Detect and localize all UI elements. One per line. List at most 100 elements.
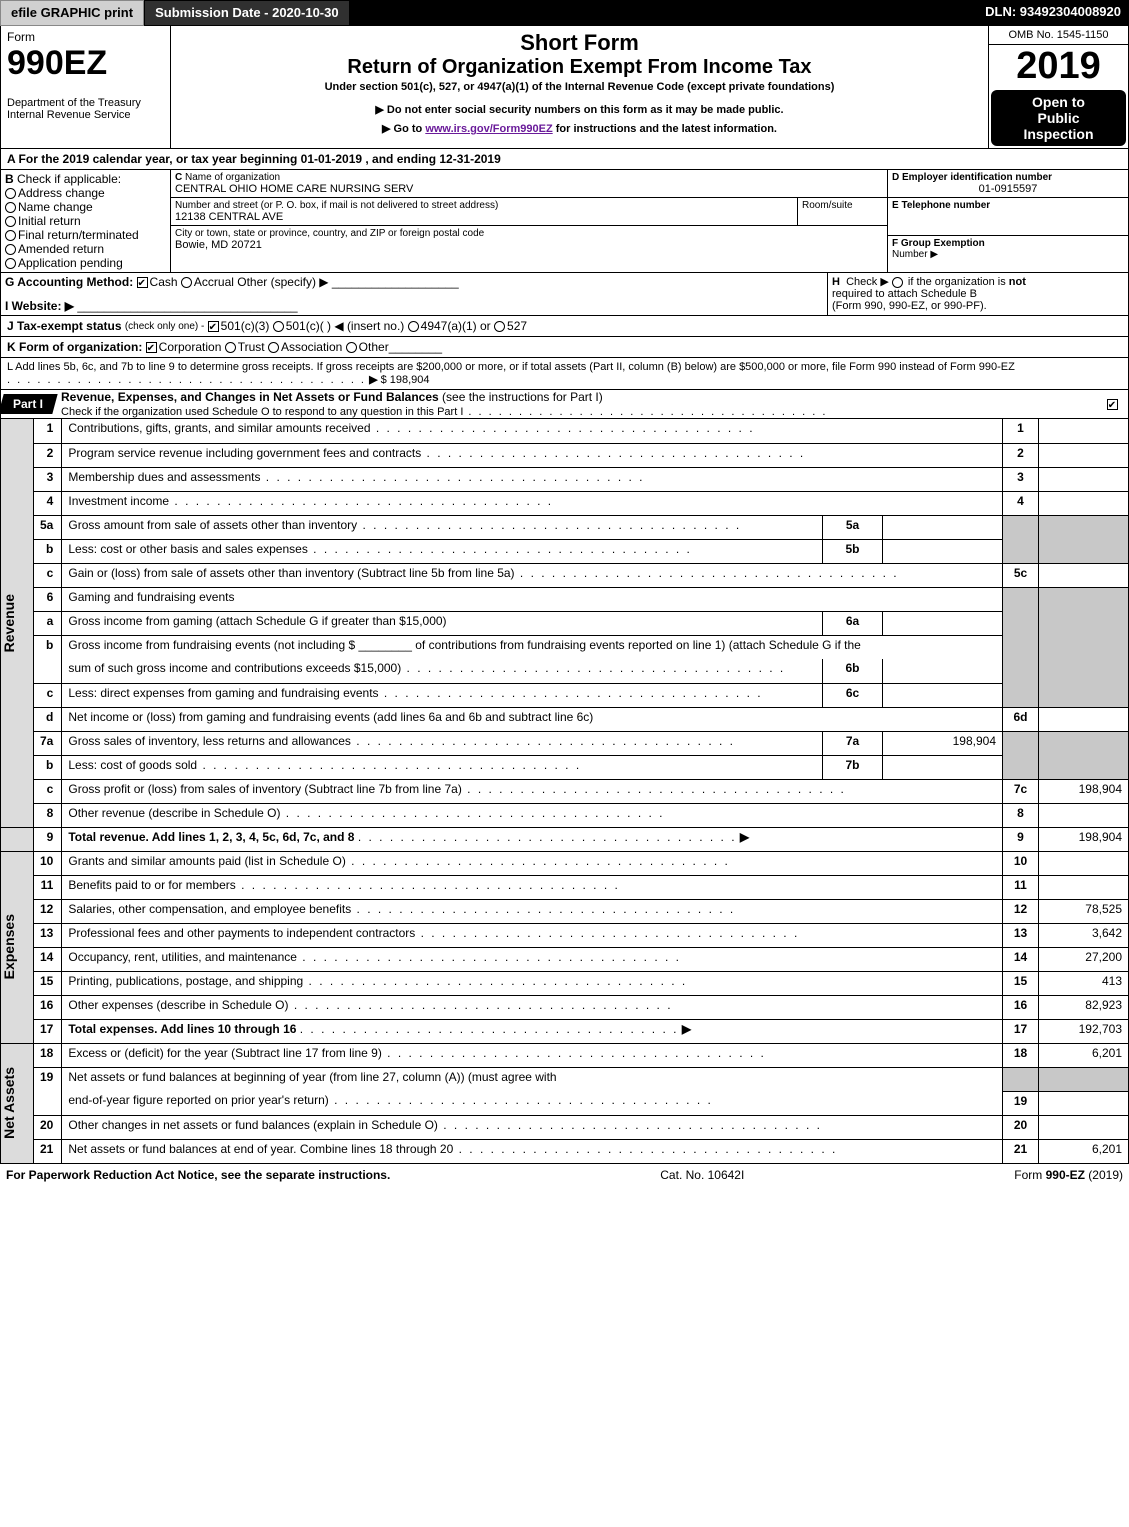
tax-year: 2019 <box>989 45 1128 88</box>
k-trust-radio[interactable] <box>225 342 236 353</box>
desc-21: Net assets or fund balances at end of ye… <box>62 1139 1003 1163</box>
v-11 <box>1039 875 1129 899</box>
r-19: 19 <box>1003 1091 1039 1115</box>
part-i-header: Part I Revenue, Expenses, and Changes in… <box>0 390 1129 419</box>
omb-label: OMB No. 1545-1150 <box>989 26 1128 45</box>
part-i-heading: Revenue, Expenses, and Changes in Net As… <box>61 390 439 404</box>
v-9: 198,904 <box>1039 827 1129 851</box>
ln-7c: c <box>34 779 62 803</box>
k-corp-checkbox[interactable] <box>146 342 157 353</box>
ln-3: 3 <box>34 467 62 491</box>
i-label: I Website: ▶ <box>5 299 74 313</box>
ln-15: 15 <box>34 971 62 995</box>
part-i-badge: Part I <box>0 394 58 414</box>
submission-date-button[interactable]: Submission Date - 2020-10-30 <box>144 0 350 26</box>
open-line1: Open to <box>995 94 1122 110</box>
amended-return-radio[interactable] <box>5 244 16 255</box>
h-radio[interactable] <box>892 277 903 288</box>
form-label: Form <box>7 30 164 44</box>
b-label: B <box>5 172 14 186</box>
desc-20: Other changes in net assets or fund bala… <box>62 1115 1003 1139</box>
desc-6b-2: sum of such gross income and contributio… <box>62 659 823 683</box>
j-527-radio[interactable] <box>494 321 505 332</box>
v-13: 3,642 <box>1039 923 1129 947</box>
h-tail2: required to attach Schedule B <box>832 288 977 300</box>
m-7a: 7a <box>823 731 883 755</box>
j-501c-radio[interactable] <box>273 321 284 332</box>
org-info-block: B Check if applicable: Address change Na… <box>0 170 1129 273</box>
street-label: Number and street (or P. O. box, if mail… <box>175 200 793 211</box>
k-other-radio[interactable] <box>346 342 357 353</box>
r-7c: 7c <box>1003 779 1039 803</box>
r-21: 21 <box>1003 1139 1039 1163</box>
j-row: J Tax-exempt status (check only one) - 5… <box>0 316 1129 337</box>
m-6a: 6a <box>823 611 883 635</box>
ln-18: 18 <box>34 1043 62 1067</box>
g-cash: Cash <box>150 275 178 289</box>
part-i-table: Revenue 1 Contributions, gifts, grants, … <box>0 419 1129 1164</box>
m-6b: 6b <box>823 659 883 683</box>
m-5b: 5b <box>823 539 883 563</box>
schedo-checkbox[interactable] <box>1107 399 1118 410</box>
k-other: Other <box>359 340 389 354</box>
l-row: L Add lines 5b, 6c, and 7b to line 9 to … <box>0 358 1129 390</box>
accrual-radio[interactable] <box>181 277 192 288</box>
ln-21: 21 <box>34 1139 62 1163</box>
j-paren: (check only one) - <box>125 321 204 332</box>
part-i-schedo: Check if the organization used Schedule … <box>61 406 827 418</box>
v-17: 192,703 <box>1039 1019 1129 1043</box>
r-13: 13 <box>1003 923 1039 947</box>
initial-return-radio[interactable] <box>5 216 16 227</box>
g-label: G Accounting Method: <box>5 275 133 289</box>
addr-change-radio[interactable] <box>5 188 16 199</box>
desc-2: Program service revenue including govern… <box>62 443 1003 467</box>
j-b: 501(c)( ) ◀ (insert no.) <box>286 319 405 333</box>
l-amount: $ 198,904 <box>381 374 430 386</box>
k-assoc-radio[interactable] <box>268 342 279 353</box>
page-footer: For Paperwork Reduction Act Notice, see … <box>0 1164 1129 1186</box>
final-return-radio[interactable] <box>5 230 16 241</box>
open-line2: Public <box>995 110 1122 126</box>
r-15: 15 <box>1003 971 1039 995</box>
street-value: 12138 CENTRAL AVE <box>175 211 793 223</box>
b-amended: Amended return <box>18 242 104 256</box>
k-corp: Corporation <box>159 340 222 354</box>
v-15: 413 <box>1039 971 1129 995</box>
r-3: 3 <box>1003 467 1039 491</box>
r-6d: 6d <box>1003 707 1039 731</box>
footer-left: For Paperwork Reduction Act Notice, see … <box>6 1168 390 1182</box>
mv-7b <box>883 755 1003 779</box>
j-4947-radio[interactable] <box>408 321 419 332</box>
ln-14: 14 <box>34 947 62 971</box>
r-18: 18 <box>1003 1043 1039 1067</box>
ln-6: 6 <box>34 587 62 611</box>
v-7c: 198,904 <box>1039 779 1129 803</box>
m-5a: 5a <box>823 515 883 539</box>
cash-checkbox[interactable] <box>137 277 148 288</box>
name-change-radio[interactable] <box>5 202 16 213</box>
desc-12: Salaries, other compensation, and employ… <box>62 899 1003 923</box>
ln-12: 12 <box>34 899 62 923</box>
ln-2: 2 <box>34 443 62 467</box>
h-not: not <box>1009 276 1026 288</box>
irs-link[interactable]: www.irs.gov/Form990EZ <box>425 123 552 135</box>
m-6c: 6c <box>823 683 883 707</box>
f-number: Number ▶ <box>892 249 1124 260</box>
v-19 <box>1039 1091 1129 1115</box>
desc-5a: Gross amount from sale of assets other t… <box>62 515 823 539</box>
v-4 <box>1039 491 1129 515</box>
app-pending-radio[interactable] <box>5 258 16 269</box>
l-text: L Add lines 5b, 6c, and 7b to line 9 to … <box>7 361 1015 373</box>
b-addr: Address change <box>18 186 105 200</box>
desc-7c: Gross profit or (loss) from sales of inv… <box>62 779 1003 803</box>
mv-5b <box>883 539 1003 563</box>
ln-10: 10 <box>34 851 62 875</box>
j-501c3-checkbox[interactable] <box>208 321 219 332</box>
b-final: Final return/terminated <box>18 228 139 242</box>
b-initial: Initial return <box>18 214 81 228</box>
g-accrual: Accrual <box>194 275 234 289</box>
v-10 <box>1039 851 1129 875</box>
ln-17: 17 <box>34 1019 62 1043</box>
h-text: Check ▶ <box>846 276 889 288</box>
efile-print-button[interactable]: efile GRAPHIC print <box>0 0 144 26</box>
